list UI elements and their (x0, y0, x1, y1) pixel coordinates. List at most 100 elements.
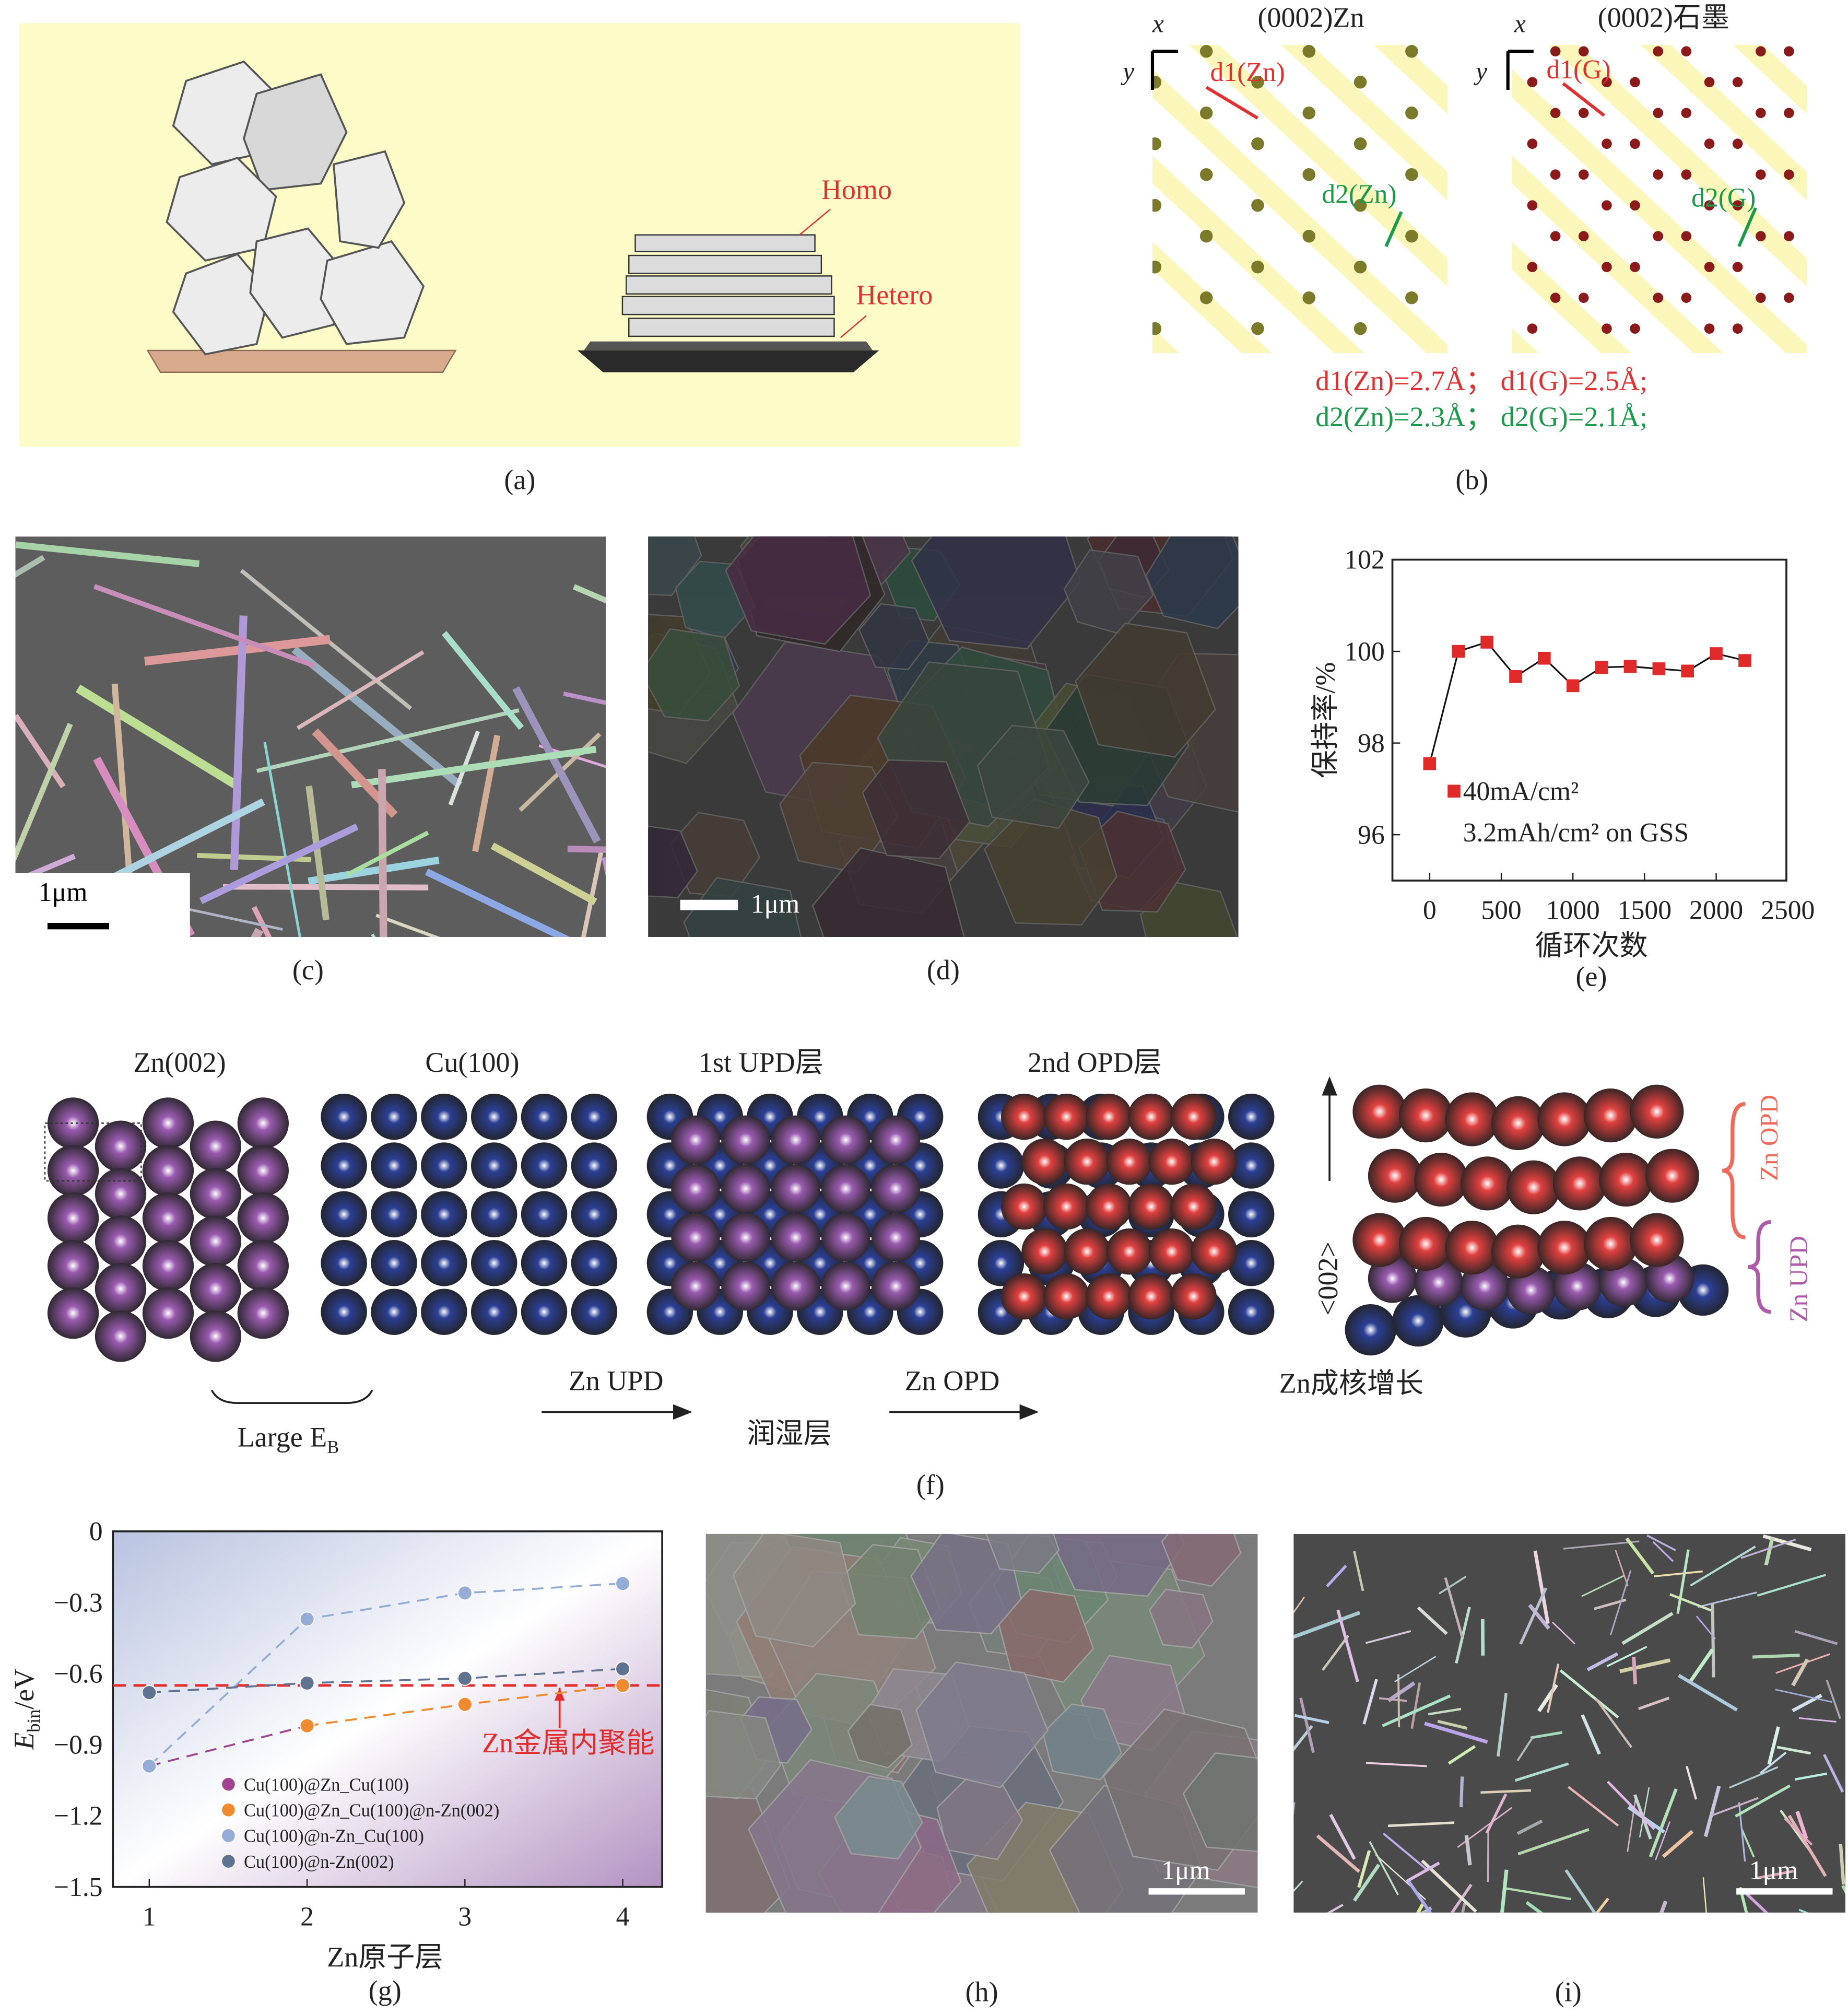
legend-marker (222, 1829, 235, 1842)
hexagonal-grain (812, 847, 965, 938)
large-eb-sub: B (327, 1437, 339, 1457)
opd-atom-3d (1445, 1092, 1499, 1146)
flake (1798, 1908, 1809, 1913)
y-tick-label: −1.2 (54, 1801, 103, 1831)
wetting-layer-label: 润湿层 (747, 1418, 831, 1449)
data-point (299, 1718, 315, 1734)
cu-atom (371, 1093, 417, 1140)
platelet (296, 650, 425, 730)
cu-atom (321, 1289, 367, 1335)
flake (1416, 1903, 1425, 1913)
x-tick-label: 1500 (1618, 896, 1672, 926)
title-2nd-opd: 2nd OPD层 (1028, 1047, 1162, 1078)
opd-atom-3d (1630, 1213, 1684, 1267)
carbon-atom (1784, 46, 1794, 57)
series-line (149, 1668, 623, 1694)
zn-opd-atom (1148, 1138, 1195, 1185)
flake (1293, 1880, 1303, 1892)
flake (1480, 1789, 1531, 1794)
flake (1410, 1682, 1421, 1729)
flake (1567, 1786, 1619, 1827)
platelet (567, 846, 606, 853)
flake (1581, 1575, 1625, 1597)
zn-opd-atom (1043, 1093, 1090, 1140)
flake (1485, 1793, 1508, 1834)
zn-opd-atom (1043, 1183, 1090, 1230)
flake (1586, 1652, 1619, 1671)
carbon-atom (1653, 169, 1664, 180)
carbon-atom (1704, 77, 1715, 88)
zn-atom (1353, 198, 1367, 212)
plot-frame (1391, 558, 1787, 882)
cu-atom (421, 1240, 467, 1286)
sem-image-h: 1μm (705, 1533, 1258, 1913)
y-tick-label: 96 (1358, 820, 1385, 850)
flake (1447, 1745, 1476, 1765)
flake (1775, 1689, 1832, 1703)
graphite-substrate (577, 350, 879, 372)
carbon-atom (1550, 231, 1561, 242)
carbon-atom (1578, 46, 1589, 57)
upd-tag: Zn UPD (1784, 1236, 1812, 1322)
data-point (1566, 679, 1580, 693)
flake (1638, 1696, 1670, 1711)
flake (1639, 1787, 1650, 1838)
carbon-atom (1756, 169, 1766, 180)
zn-opd-atom (1148, 1228, 1195, 1275)
cu-atom (371, 1240, 417, 1286)
flake (1530, 1731, 1563, 1739)
zn-upd-atom (721, 1213, 770, 1262)
upd-brace (1748, 1220, 1771, 1314)
flake (1729, 1766, 1779, 1789)
carbon-atom (1630, 262, 1640, 273)
zn-opd-atom (1000, 1183, 1047, 1230)
hexagonal-grain (648, 536, 702, 596)
d1-g-arrow (1562, 82, 1605, 117)
zn-upd-step: Zn UPD (569, 1365, 664, 1397)
sem-texture (1293, 1534, 1846, 1913)
zn-opd-atom (1128, 1183, 1174, 1230)
flake (1792, 1693, 1822, 1713)
data-point (457, 1585, 473, 1601)
cu-atom (1228, 1191, 1275, 1238)
scale-bar (47, 923, 109, 930)
hexagonal-grain (911, 536, 1081, 650)
cu-atom (571, 1289, 618, 1335)
axis-y-label: y (1120, 56, 1134, 85)
zn-opd-atom (1021, 1228, 1068, 1275)
title-zn: (0002)Zn (1257, 2, 1364, 33)
x-tick-label: 0 (1423, 896, 1437, 926)
data-point (615, 1576, 631, 1591)
zn-opd-atom (1191, 1138, 1238, 1185)
cu-atom (470, 1191, 517, 1238)
flake (1776, 1746, 1811, 1755)
zn-opd-atom (1021, 1138, 1068, 1185)
flake (1655, 1821, 1671, 1860)
hexagonal-grain (1075, 622, 1216, 758)
opd-atom-3d (1491, 1224, 1545, 1279)
carbon-atom (1704, 262, 1715, 273)
flake (1686, 1766, 1698, 1800)
chart-e: 96 98 100 102 0 500 1000 1500 2000 2500 40mA/cm² 3.… (1310, 545, 1815, 992)
flake (1293, 1802, 1296, 1817)
opd-atom-3d (1537, 1221, 1592, 1275)
x-tick-label: 4 (616, 1902, 630, 1931)
cu-atom (521, 1289, 568, 1335)
platelet (230, 615, 248, 870)
zn-opd-atom (1128, 1273, 1174, 1320)
flake (1419, 1908, 1429, 1913)
lattice-graphite (1512, 45, 1807, 353)
carbon-atom (1732, 77, 1743, 88)
carbon-atom (1732, 262, 1743, 273)
flake (1632, 1656, 1638, 1684)
panel-a: Homo Hetero (19, 23, 1020, 447)
panel-label-g: (g) (369, 1975, 402, 2006)
zn-atom (95, 1215, 147, 1267)
zn-atom (95, 1120, 147, 1172)
y-axis-title: 保持率/% (1310, 662, 1341, 778)
platelet (346, 830, 429, 877)
zn-upd-atom (671, 1213, 720, 1262)
sem-background (15, 536, 606, 938)
lattice-stripe (1281, 45, 1448, 201)
flake (1525, 1901, 1544, 1913)
